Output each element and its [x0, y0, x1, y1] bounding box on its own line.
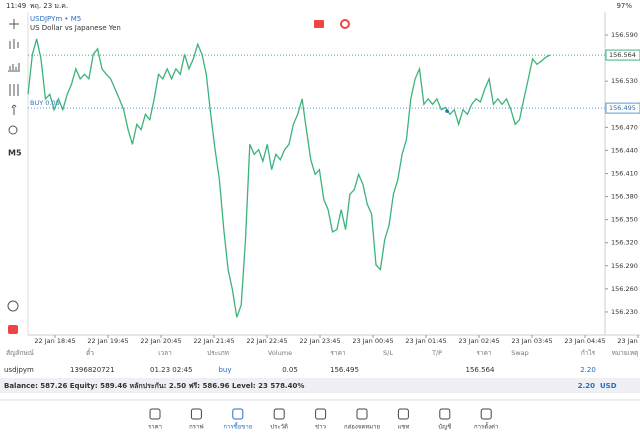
table-header: Volume — [268, 349, 292, 357]
current-price: 156.564 — [609, 51, 636, 59]
y-tick-label: 156.350 — [611, 216, 638, 224]
y-tick-label: 156.320 — [611, 239, 638, 247]
status-time: 11:49 — [6, 2, 26, 10]
table-header: ประเภท — [207, 349, 229, 357]
table-cell: 2.20 — [580, 366, 596, 374]
y-tick-label: 156.470 — [611, 123, 638, 131]
balance-text: Balance: 587.26 Equity: 589.46 หลักประกั… — [4, 382, 304, 390]
function-icon[interactable] — [11, 104, 17, 115]
x-tick-label: 22 Jan 18:45 — [34, 337, 75, 345]
nav-label[interactable]: ข่าว — [315, 424, 326, 431]
flag-icon — [314, 20, 324, 28]
table-cell: 156.564 — [466, 366, 495, 374]
nav-icon[interactable] — [273, 408, 285, 420]
flag-icon — [340, 19, 350, 29]
x-tick-label: 22 Jan 21:45 — [193, 337, 234, 345]
nav-icon[interactable] — [397, 408, 409, 420]
nav-icon[interactable] — [480, 408, 492, 420]
table-cell: 156.495 — [330, 366, 359, 374]
y-tick-label: 156.380 — [611, 193, 638, 201]
table-cell: 1396820721 — [70, 366, 115, 374]
x-tick-label: 22 Jan 23:45 — [299, 337, 340, 345]
nav-icon[interactable] — [315, 408, 327, 420]
table-header: หมายเหตุ — [612, 349, 639, 357]
y-tick-label: 156.260 — [611, 285, 638, 293]
table-header: ราคา — [330, 349, 345, 357]
y-tick-label: 156.410 — [611, 170, 638, 178]
nav-icon[interactable] — [439, 408, 451, 420]
position-label: BUY 0.05 — [30, 99, 60, 107]
position-price-box — [605, 102, 640, 114]
x-tick-label: 22 Jan 19:45 — [87, 337, 128, 345]
objects-icon[interactable] — [9, 84, 19, 96]
chart-type-icon[interactable] — [8, 63, 20, 72]
nav-label[interactable]: กล่องจดหมาย — [344, 424, 380, 431]
y-tick-label: 156.590 — [611, 31, 638, 39]
x-tick-label: 23 Jan 01:45 — [405, 337, 446, 345]
nav-label[interactable]: ราคา — [148, 424, 162, 431]
nav-label[interactable]: การตั้งค่า — [474, 421, 498, 431]
trade-icon[interactable] — [8, 325, 18, 334]
nav-label[interactable]: การซื้อขาย — [223, 421, 252, 431]
nav-label[interactable]: แชท — [397, 424, 409, 431]
status-battery: 97% — [616, 2, 632, 10]
balance-bar — [0, 378, 640, 393]
nav-label[interactable]: ประวัติ — [270, 424, 288, 431]
table-cell: usdjpym — [4, 366, 34, 374]
table-cell: 0.05 — [282, 366, 298, 374]
status-date: พฤ. 23 ม.ค. — [30, 2, 68, 10]
chart-symbol: USDJPYm • M5 — [30, 15, 81, 23]
total-profit: 2.20 — [578, 382, 595, 390]
toolbar — [7, 19, 20, 334]
nav-icon[interactable] — [190, 408, 202, 420]
nav-icon[interactable] — [356, 408, 368, 420]
table-header: ตั๋ว — [86, 348, 94, 357]
table-cell: buy — [218, 366, 231, 374]
nav-label[interactable]: บัญชี — [438, 423, 451, 431]
crosshair-icon[interactable] — [9, 19, 19, 29]
table-cell: 01.23 02:45 — [150, 366, 192, 374]
table-header: T/P — [431, 349, 442, 357]
x-tick-label: 23 Jan 00:45 — [352, 337, 393, 345]
y-tick-label: 156.290 — [611, 262, 638, 270]
y-tick-label: 156.530 — [611, 77, 638, 85]
nav-label[interactable]: กราฟ — [189, 424, 203, 431]
search-icon[interactable] — [7, 300, 19, 312]
table-header: S/L — [383, 349, 393, 357]
price-line — [27, 38, 551, 318]
table-header: ราคา — [476, 349, 491, 357]
table-header: กำไร — [581, 349, 596, 357]
x-tick-label: 23 Jan 04:45 — [564, 337, 605, 345]
y-tick-label: 156.440 — [611, 146, 638, 154]
table-header: Swap — [511, 349, 529, 357]
entry-marker — [445, 109, 449, 113]
timeframe[interactable]: M5 — [8, 149, 22, 158]
x-tick-label: 22 Jan 20:45 — [140, 337, 181, 345]
table-header: เวลา — [158, 349, 172, 357]
table-header: สัญลักษณ์ — [6, 349, 34, 357]
x-tick-label: 23 Jan 03:45 — [511, 337, 552, 345]
nav-icon[interactable] — [232, 408, 244, 420]
currency: USD — [600, 382, 617, 390]
template-icon[interactable] — [8, 125, 18, 135]
indicator-icon[interactable] — [9, 39, 19, 49]
position-price: 156.495 — [609, 104, 636, 112]
chart-description: US Dollar vs Japanese Yen — [30, 24, 121, 32]
x-tick-label: 22 Jan 22:45 — [246, 337, 287, 345]
x-tick-label: 23 Jan 05:45 — [617, 337, 640, 345]
nav-icon[interactable] — [149, 408, 161, 420]
current-price-box — [605, 49, 640, 61]
y-tick-label: 156.230 — [611, 308, 638, 316]
x-tick-label: 23 Jan 02:45 — [458, 337, 499, 345]
